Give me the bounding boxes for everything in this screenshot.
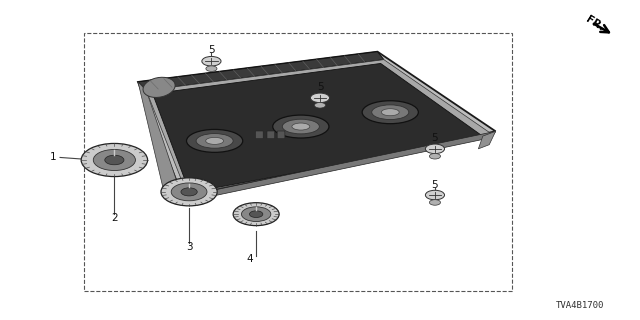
Text: 4: 4: [246, 254, 253, 264]
Polygon shape: [153, 63, 484, 193]
Circle shape: [250, 211, 263, 218]
Polygon shape: [478, 131, 495, 149]
Polygon shape: [179, 131, 495, 203]
Text: 1: 1: [50, 152, 56, 163]
Circle shape: [429, 154, 440, 159]
Ellipse shape: [372, 105, 409, 120]
Circle shape: [426, 144, 445, 154]
Polygon shape: [138, 52, 495, 197]
Circle shape: [429, 200, 440, 205]
Polygon shape: [147, 60, 492, 195]
Circle shape: [233, 203, 279, 226]
Circle shape: [105, 155, 124, 165]
Polygon shape: [138, 82, 182, 199]
Circle shape: [172, 183, 207, 201]
FancyBboxPatch shape: [267, 131, 275, 139]
Ellipse shape: [186, 129, 243, 152]
Ellipse shape: [282, 119, 319, 134]
Text: 2: 2: [111, 213, 118, 223]
Circle shape: [426, 190, 445, 200]
Circle shape: [161, 178, 217, 206]
Ellipse shape: [196, 133, 233, 148]
Circle shape: [93, 149, 136, 171]
Circle shape: [314, 102, 326, 108]
Circle shape: [310, 93, 330, 103]
Text: FR.: FR.: [584, 14, 605, 33]
Text: 3: 3: [186, 242, 193, 252]
Circle shape: [206, 66, 217, 71]
Text: TVA4B1700: TVA4B1700: [556, 301, 604, 310]
Circle shape: [202, 56, 221, 66]
Ellipse shape: [273, 115, 329, 138]
Text: 5: 5: [431, 133, 438, 143]
Ellipse shape: [381, 109, 399, 116]
Bar: [84, 33, 511, 291]
Text: 5: 5: [317, 82, 323, 92]
Circle shape: [181, 188, 197, 196]
Circle shape: [81, 143, 148, 177]
Circle shape: [241, 207, 271, 221]
Ellipse shape: [292, 123, 310, 130]
Ellipse shape: [362, 101, 419, 124]
Ellipse shape: [143, 77, 175, 97]
Polygon shape: [138, 52, 384, 91]
Text: 5: 5: [208, 45, 215, 55]
FancyBboxPatch shape: [255, 131, 263, 139]
Ellipse shape: [205, 137, 223, 144]
Text: 5: 5: [431, 180, 438, 190]
FancyBboxPatch shape: [277, 131, 285, 139]
